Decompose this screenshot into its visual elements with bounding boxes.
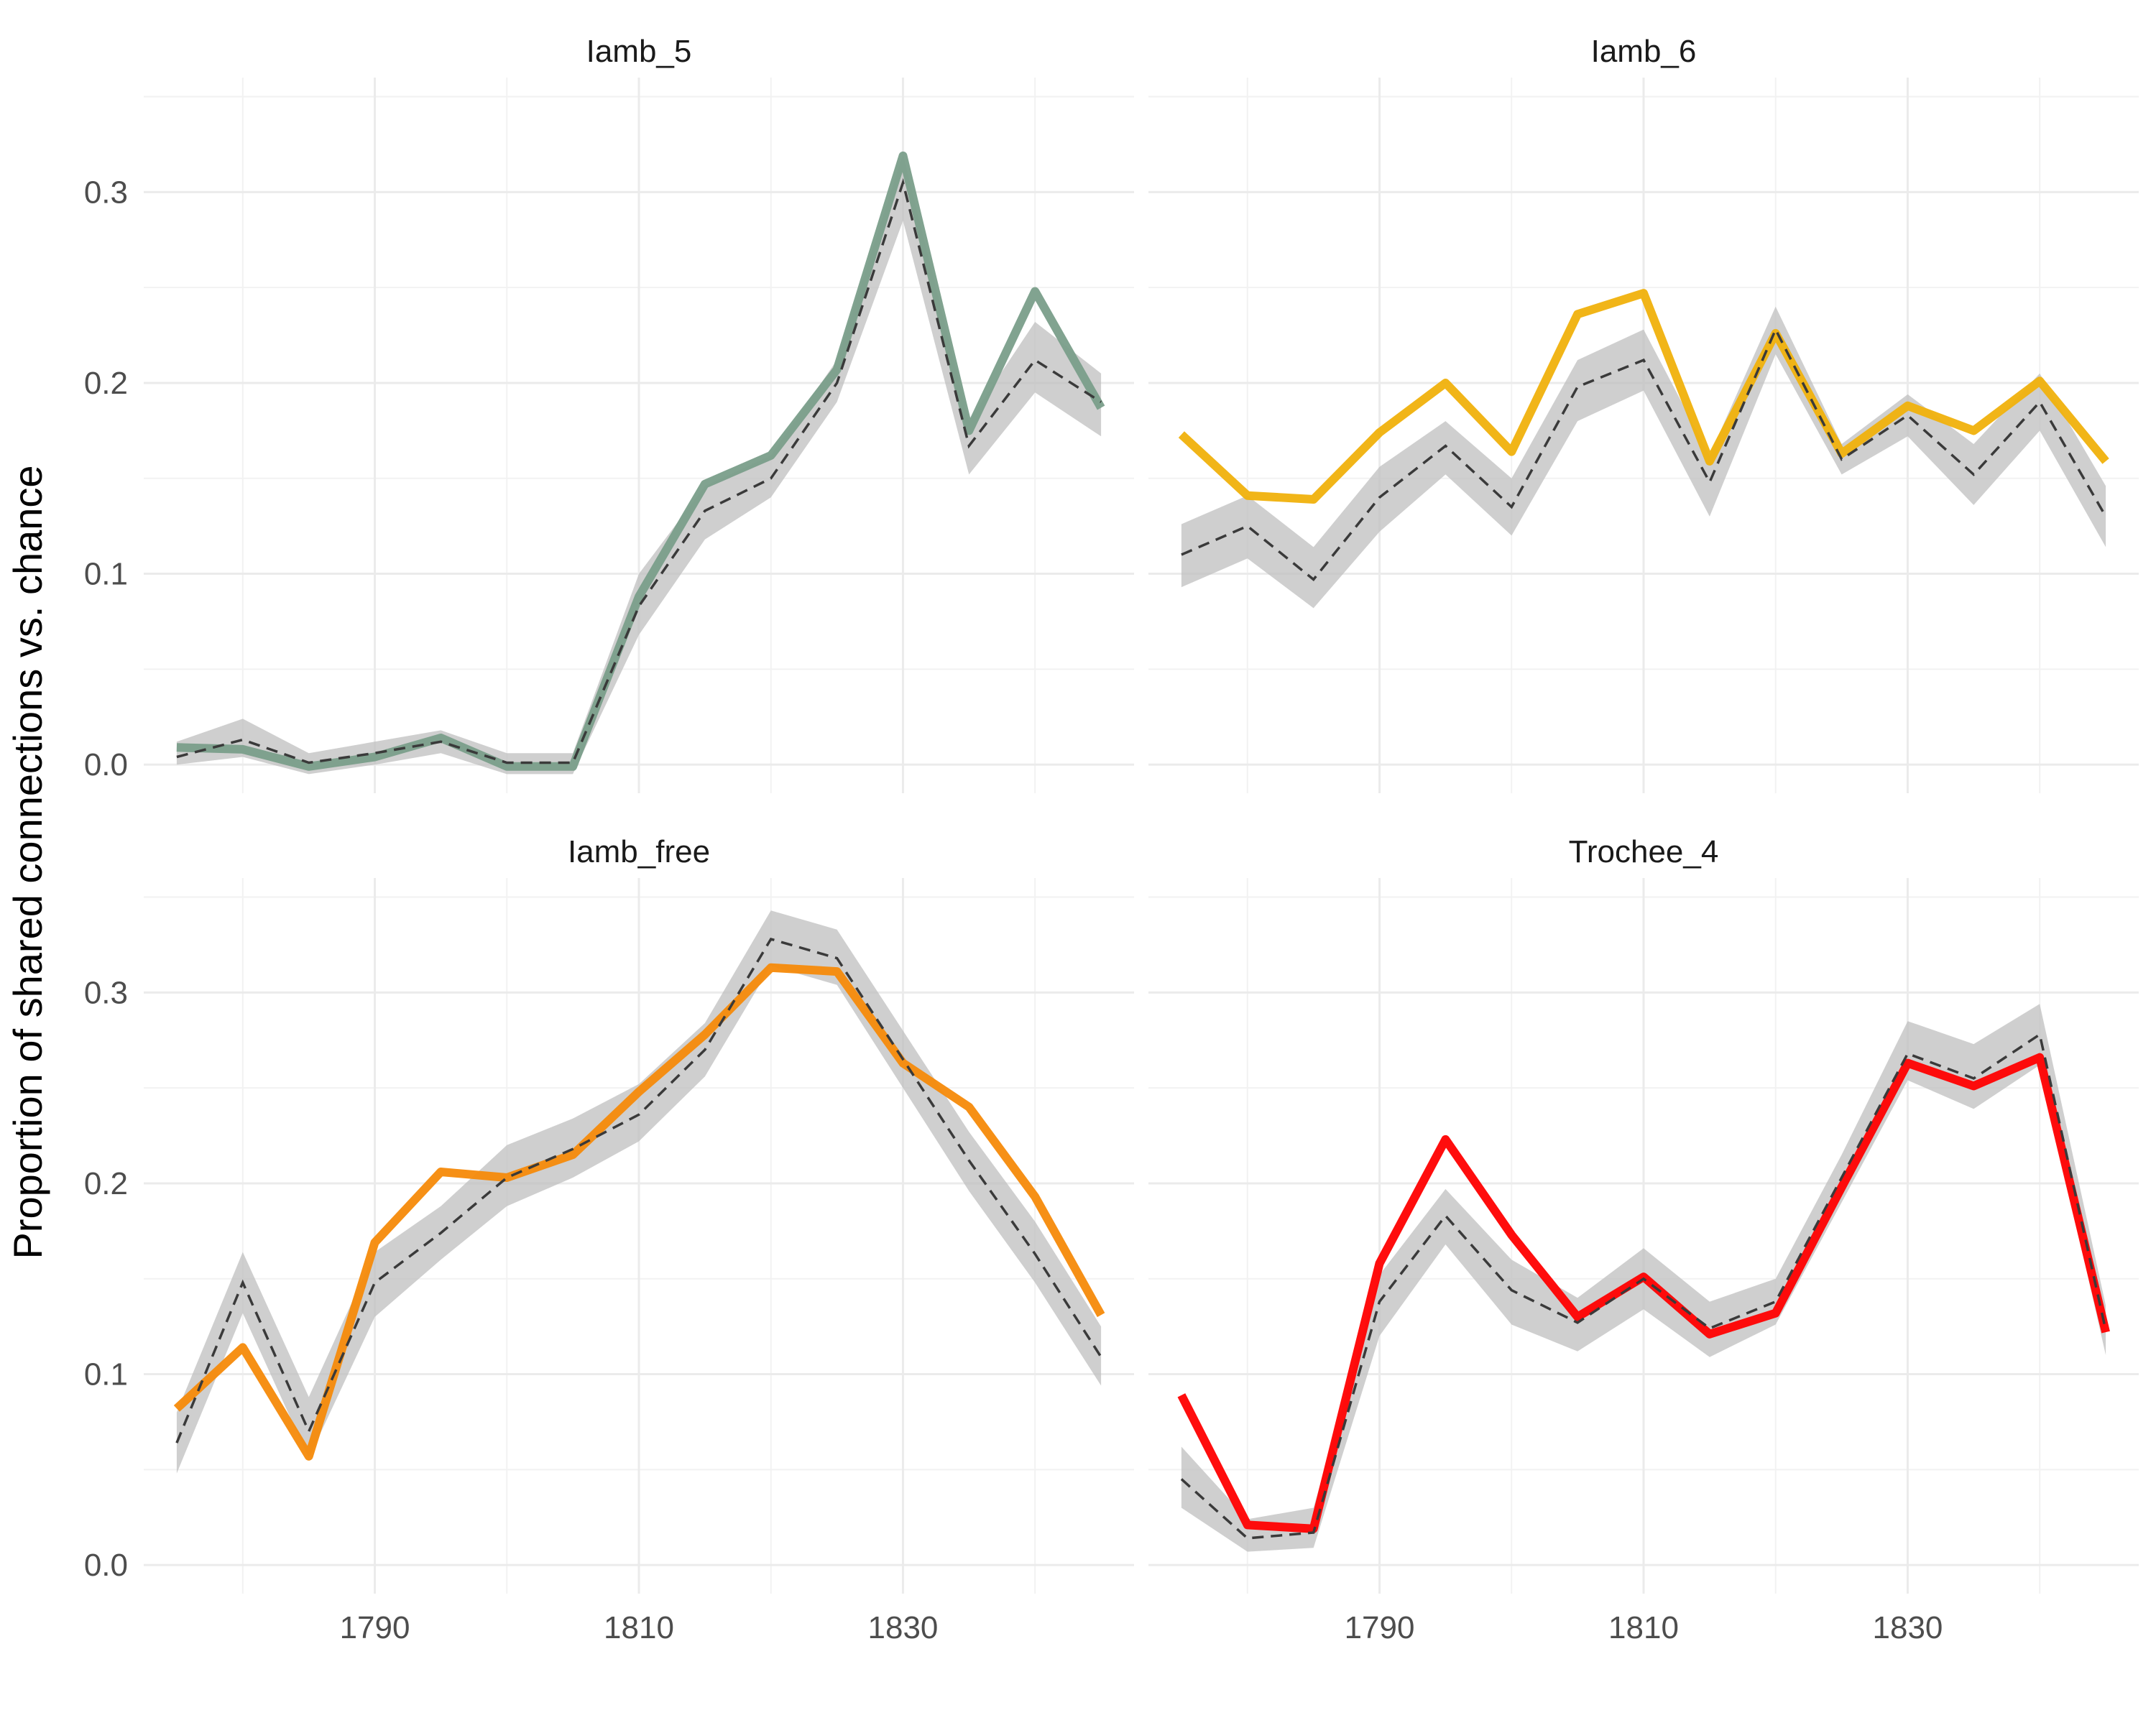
x-tick-label: 1830 (1873, 1610, 1943, 1645)
series-line (173, 963, 1105, 1461)
panel-title: Iamb_free (568, 834, 710, 869)
panel-0: Iamb_5 0.0 0.1 0.2 0.3 (84, 34, 1134, 793)
y-axis-label: Proportion of shared connections vs. cha… (5, 465, 50, 1259)
confidence-band (1181, 306, 2106, 609)
y-tick-label: 0.0 (84, 1548, 128, 1583)
series-line (1178, 289, 2109, 504)
panels-layer: Iamb_5 0.0 0.1 0.2 0.3 Iamb_6 Iamb_free 0.0 0.1 0… (84, 34, 2139, 1645)
y-tick-label: 0.2 (84, 1166, 128, 1201)
x-tick-label: 1810 (1608, 1610, 1679, 1645)
panel-2: Iamb_free 0.0 0.1 0.2 0.3 1790 1810 1830 (84, 834, 1134, 1645)
panel-1: Iamb_6 (1148, 34, 2139, 793)
panel-title: Iamb_6 (1591, 34, 1697, 69)
expected-line (1180, 1032, 2107, 1540)
expected-line (175, 937, 1102, 1443)
y-tick-label: 0.2 (84, 366, 128, 401)
panel-3: Trochee_4 1790 1810 1830 (1148, 834, 2139, 1645)
confidence-band (176, 154, 1102, 775)
x-tick-label: 1790 (1345, 1610, 1415, 1645)
expected-line (176, 177, 1102, 764)
series-line (176, 151, 1105, 771)
panel-title: Trochee_4 (1569, 834, 1719, 869)
y-tick-label: 0.3 (84, 175, 128, 210)
x-tick-label: 1810 (604, 1610, 674, 1645)
y-tick-label: 0.1 (84, 1357, 128, 1392)
y-tick-label: 0.0 (84, 747, 128, 782)
expected-line (1181, 326, 2107, 581)
series-line (1177, 1053, 2110, 1533)
x-tick-label: 1830 (868, 1610, 939, 1645)
panel-title: Iamb_5 (586, 34, 692, 69)
x-tick-label: 1790 (340, 1610, 410, 1645)
y-tick-label: 0.3 (84, 975, 128, 1010)
y-tick-label: 0.1 (84, 557, 128, 592)
